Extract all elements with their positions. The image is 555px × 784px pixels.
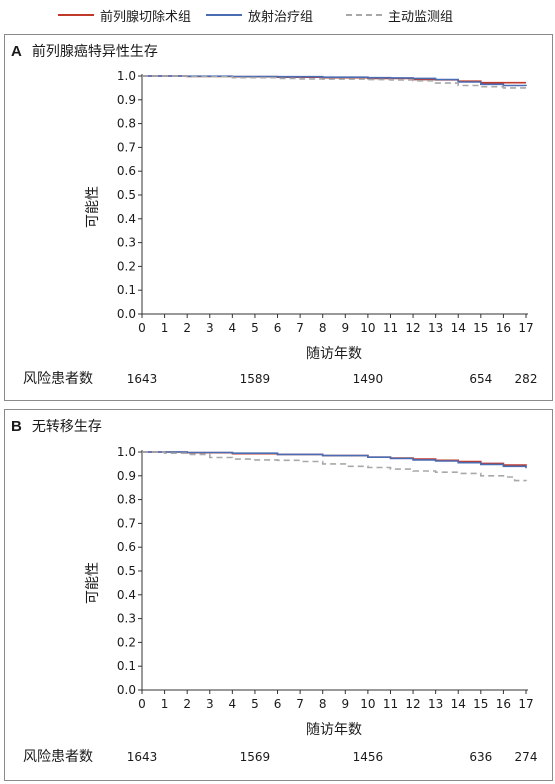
x-tick-label: 3: [206, 321, 214, 335]
x-tick-label: 13: [428, 321, 443, 335]
x-tick-label: 8: [319, 697, 327, 711]
y-tick-label: 0.6: [117, 540, 136, 554]
x-tick-label: 16: [496, 321, 511, 335]
y-tick-label: 1.0: [117, 69, 136, 83]
y-tick-label: 1.0: [117, 445, 136, 459]
legend-item-prostatectomy: 前列腺切除术组: [58, 6, 192, 25]
at-risk-label: 风险患者数: [23, 749, 93, 765]
y-tick-label: 0.9: [117, 93, 136, 107]
y-axis-title: 可能性: [85, 562, 101, 604]
y-tick-label: 0.1: [117, 659, 136, 673]
y-tick-label: 0.7: [117, 516, 136, 530]
at-risk-value: 1456: [353, 750, 384, 764]
at-risk-value: 1589: [240, 372, 271, 386]
y-tick-label: 0.1: [117, 283, 136, 297]
legend-label: 主动监测组: [388, 9, 454, 25]
x-tick-label: 0: [138, 697, 146, 711]
x-tick-label: 6: [274, 697, 282, 711]
at-risk-value: 1643: [127, 750, 158, 764]
x-tick-label: 11: [383, 321, 398, 335]
y-axis-title: 可能性: [85, 186, 101, 228]
at-risk-value: 1490: [353, 372, 384, 386]
at-risk-value: 1643: [127, 372, 158, 386]
x-tick-label: 16: [496, 697, 511, 711]
y-tick-label: 0.3: [117, 612, 136, 626]
x-tick-label: 13: [428, 697, 443, 711]
y-tick-label: 0.0: [117, 307, 136, 321]
y-tick-label: 0.5: [117, 564, 136, 578]
x-tick-label: 15: [473, 697, 488, 711]
y-tick-label: 0.8: [117, 493, 136, 507]
x-axis-title: 随访年数: [306, 346, 362, 362]
x-tick-label: 10: [360, 321, 375, 335]
legend-line-blue: [206, 14, 242, 16]
legend-item-radiotherapy: 放射治疗组: [206, 6, 314, 25]
x-tick-label: 2: [183, 697, 191, 711]
x-tick-label: 7: [296, 697, 304, 711]
y-tick-label: 0.5: [117, 188, 136, 202]
x-tick-label: 1: [161, 321, 169, 335]
y-tick-label: 0.4: [117, 212, 136, 226]
legend-label: 前列腺切除术组: [100, 9, 192, 25]
panel-title: 前列腺癌特异性生存: [31, 44, 158, 60]
y-tick-label: 0.6: [117, 164, 136, 178]
chart-b-svg: 0.0 0.1 0.2 0.3 0.4 0.5 0.6 0.7 0.8 0.9 1.0 0 1 2 3 4 5 6…: [23, 445, 538, 765]
x-tick-label: 5: [251, 697, 259, 711]
x-tick-label: 5: [251, 321, 259, 335]
x-tick-label: 2: [183, 321, 191, 335]
x-tick-label: 14: [451, 321, 466, 335]
panel-a: A 前列腺癌特异性生存 0.0 0.1 0.2 0.3 0.4 0.5 0.6 0.7 0.8 0…: [4, 34, 553, 401]
x-tick-label: 12: [405, 697, 420, 711]
at-risk-value: 282: [515, 372, 538, 386]
at-risk-value: 1569: [240, 750, 271, 764]
y-tick-label: 0.3: [117, 236, 136, 250]
legend: 前列腺切除术组 放射治疗组 主动监测组: [0, 0, 555, 30]
at-risk-value: 274: [515, 750, 538, 764]
at-risk-value: 654: [469, 372, 492, 386]
series-line-2: [142, 75, 526, 89]
y-tick-label: 0.0: [117, 683, 136, 697]
chart-a-svg: 0.0 0.1 0.2 0.3 0.4 0.5 0.6 0.7 0.8 0.9 1.0 0 1 2 3 4 5 6…: [23, 69, 538, 387]
y-tick-label: 0.7: [117, 140, 136, 154]
at-risk-label: 风险患者数: [23, 371, 93, 387]
x-tick-label: 6: [274, 321, 282, 335]
series-line-1: [142, 451, 527, 469]
x-tick-label: 12: [405, 321, 420, 335]
x-tick-label: 0: [138, 321, 146, 335]
y-tick-label: 0.2: [117, 259, 136, 273]
x-tick-label: 9: [341, 697, 349, 711]
legend-line-red: [58, 14, 94, 16]
at-risk-value: 636: [469, 750, 492, 764]
legend-label: 放射治疗组: [248, 9, 314, 25]
x-tick-label: 1: [161, 697, 169, 711]
y-tick-label: 0.8: [117, 117, 136, 131]
y-tick-label: 0.2: [117, 635, 136, 649]
x-tick-label: 10: [360, 697, 375, 711]
x-tick-label: 15: [473, 321, 488, 335]
x-tick-label: 9: [341, 321, 349, 335]
y-tick-label: 0.9: [117, 469, 136, 483]
panel-b-header: B 无转移生存: [11, 416, 102, 436]
x-tick-label: 4: [229, 321, 237, 335]
y-tick-label: 0.4: [117, 588, 136, 602]
x-tick-label: 11: [383, 697, 398, 711]
panel-letter: A: [11, 43, 22, 60]
panel-a-header: A 前列腺癌特异性生存: [11, 41, 158, 61]
x-tick-label: 4: [229, 697, 237, 711]
panel-title: 无转移生存: [31, 419, 102, 435]
x-tick-label: 14: [451, 697, 466, 711]
legend-line-gray: [346, 14, 382, 16]
x-tick-label: 8: [319, 321, 327, 335]
series-line-2: [142, 451, 527, 482]
x-tick-label: 17: [518, 321, 533, 335]
panel-b: B 无转移生存 0.0 0.1 0.2 0.3 0.4 0.5 0.6 0.7 0.8 0.9 1.…: [4, 409, 553, 781]
x-axis-title: 随访年数: [306, 722, 362, 738]
x-tick-label: 17: [518, 697, 533, 711]
panel-letter: B: [11, 418, 22, 435]
x-tick-label: 7: [296, 321, 304, 335]
x-tick-label: 3: [206, 697, 214, 711]
legend-item-active-monitoring: 主动监测组: [346, 6, 454, 25]
